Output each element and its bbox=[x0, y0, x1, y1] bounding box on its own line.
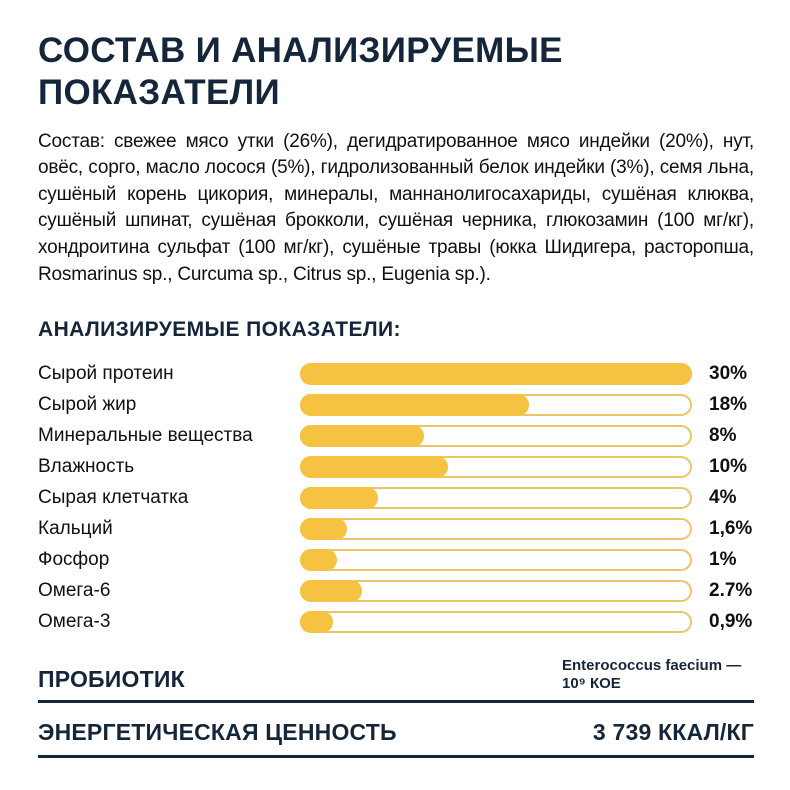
chart-bar-fill bbox=[300, 580, 363, 603]
chart-bar-fill bbox=[300, 549, 337, 572]
chart-row-label: Влажность bbox=[38, 456, 135, 478]
chart-row-label: Сырой протеин bbox=[38, 363, 174, 385]
chart-bar-track bbox=[300, 611, 692, 634]
chart-row: Омега-3 0,9% bbox=[38, 609, 754, 635]
chart-row-value: 4% bbox=[709, 487, 737, 509]
chart-row-value: 2.7% bbox=[709, 580, 753, 602]
chart-bar-fill bbox=[300, 611, 334, 634]
section-heading: АНАЛИЗИРУЕМЫЕ ПОКАЗАТЕЛИ: bbox=[38, 318, 401, 342]
probiotic-row: ПРОБИОТИК Enterococcus faecium — 10⁹ КОЕ bbox=[38, 657, 754, 703]
chart-bar-track bbox=[300, 456, 692, 479]
chart-bar-track bbox=[300, 549, 692, 572]
chart-row: Кальций 1,6% bbox=[38, 516, 754, 542]
chart-row-value: 1,6% bbox=[709, 518, 753, 540]
chart-row: Сырая клетчатка 4% bbox=[38, 485, 754, 511]
chart-bar-track bbox=[300, 363, 692, 386]
energy-value: 3 739 ККАЛ/КГ bbox=[592, 718, 754, 745]
chart-bar-fill bbox=[300, 363, 692, 386]
chart-row-label: Омега-3 bbox=[38, 611, 111, 633]
chart-bar-fill bbox=[300, 456, 448, 479]
chart-row-value: 18% bbox=[709, 394, 748, 416]
chart-bar-fill bbox=[300, 487, 378, 510]
chart-row-label: Сырой жир bbox=[38, 394, 137, 416]
chart-row-value: 0,9% bbox=[709, 611, 753, 633]
probiotic-label: ПРОБИОТИК bbox=[38, 665, 185, 692]
composition-text: Состав: свежее мясо утки (26%), дегидрат… bbox=[38, 130, 754, 285]
indicators-chart: Сырой протеин 30% Сырой жир 18% Минеральные … bbox=[38, 361, 754, 635]
chart-bar-fill bbox=[300, 394, 530, 417]
chart-row: Фосфор 1% bbox=[38, 547, 754, 573]
chart-row: Омега-6 2.7% bbox=[38, 578, 754, 604]
page-title: СОСТАВ И АНАЛИЗИРУЕМЫЕ ПОКАЗАТЕЛИ bbox=[38, 30, 754, 115]
chart-row-label: Минеральные вещества bbox=[38, 425, 253, 447]
chart-bar-track bbox=[300, 425, 692, 448]
chart-bar-track bbox=[300, 487, 692, 510]
chart-row: Сырой протеин 30% bbox=[38, 361, 754, 387]
chart-bar-track bbox=[300, 518, 692, 541]
chart-row: Сырой жир 18% bbox=[38, 392, 754, 418]
energy-label: ЭНЕРГЕТИЧЕСКАЯ ЦЕННОСТЬ bbox=[38, 718, 397, 745]
chart-row-value: 30% bbox=[709, 363, 748, 385]
chart-row-label: Омега-6 bbox=[38, 580, 111, 602]
page-title-line1: СОСТАВ И АНАЛИЗИРУЕМЫЕ bbox=[38, 31, 563, 70]
chart-row-label: Фосфор bbox=[38, 549, 110, 571]
chart-bar-track bbox=[300, 394, 692, 417]
chart-row-label: Кальций bbox=[38, 518, 113, 540]
chart-bar-fill bbox=[300, 518, 347, 541]
energy-row: ЭНЕРГЕТИЧЕСКАЯ ЦЕННОСТЬ 3 739 ККАЛ/КГ bbox=[38, 719, 754, 758]
chart-row-value: 8% bbox=[709, 425, 737, 447]
page-title-line2: ПОКАЗАТЕЛИ bbox=[38, 73, 280, 113]
chart-row-label: Сырая клетчатка bbox=[38, 487, 189, 509]
probiotic-value: Enterococcus faecium — 10⁹ КОЕ bbox=[562, 657, 742, 692]
chart-bar-fill bbox=[300, 425, 425, 448]
chart-row-value: 1% bbox=[709, 549, 737, 571]
chart-row-value: 10% bbox=[709, 456, 748, 478]
chart-bar-track bbox=[300, 580, 692, 603]
chart-row: Влажность 10% bbox=[38, 454, 754, 480]
chart-row: Минеральные вещества 8% bbox=[38, 423, 754, 449]
